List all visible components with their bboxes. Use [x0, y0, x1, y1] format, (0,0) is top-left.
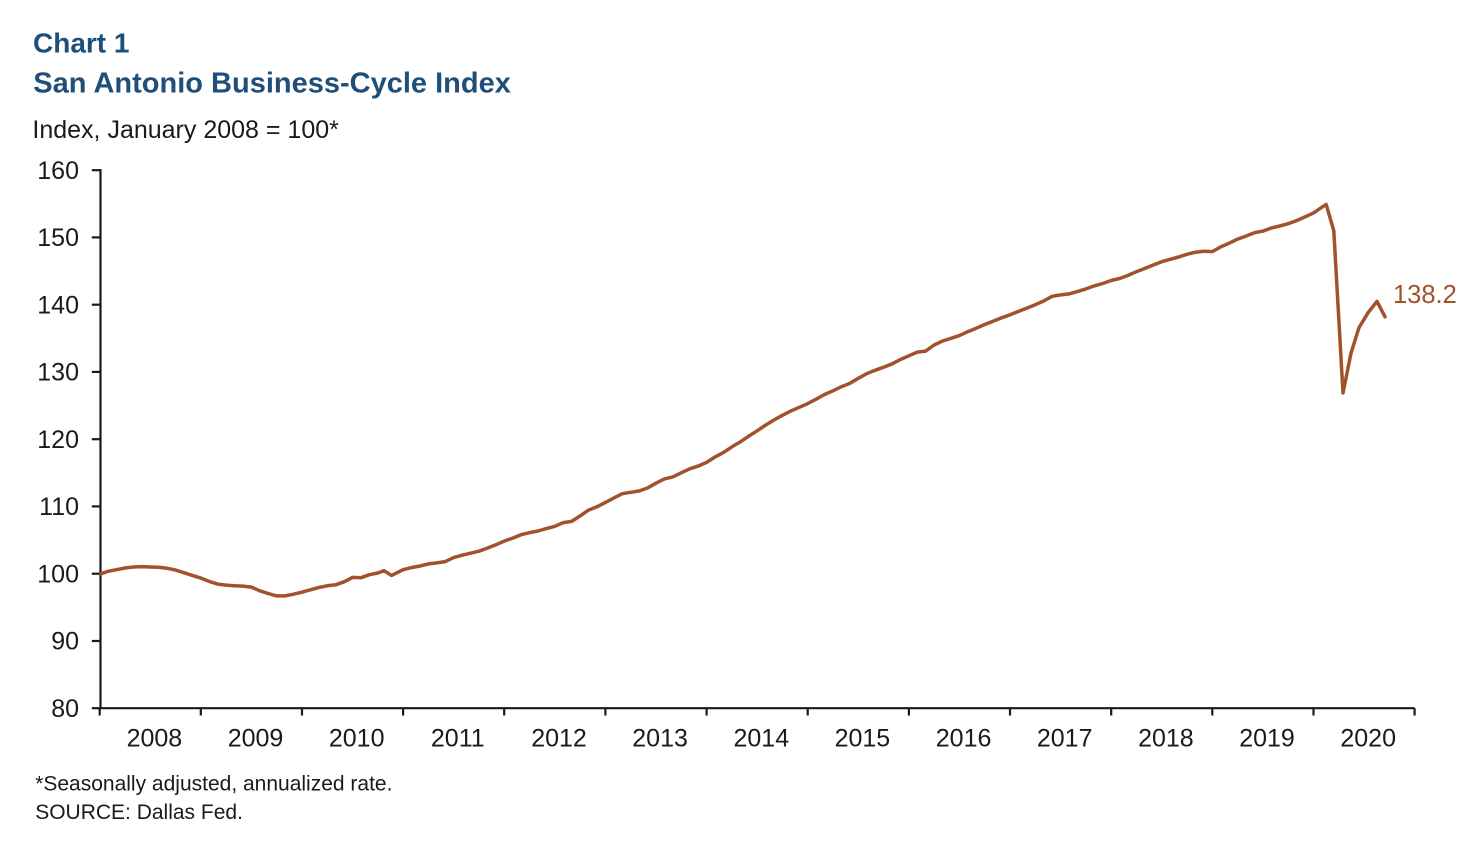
- svg-text:2013: 2013: [632, 725, 688, 753]
- svg-text:140: 140: [37, 291, 79, 319]
- svg-text:110: 110: [39, 493, 79, 521]
- svg-text:160: 160: [37, 157, 79, 185]
- svg-text:2019: 2019: [1239, 725, 1295, 753]
- svg-text:San Antonio Business-Cycle Ind: San Antonio Business-Cycle Index: [33, 67, 511, 99]
- svg-text:120: 120: [37, 426, 79, 454]
- svg-text:90: 90: [51, 628, 79, 656]
- svg-text:100: 100: [37, 561, 79, 589]
- svg-text:130: 130: [37, 359, 79, 387]
- svg-text:138.2: 138.2: [1393, 281, 1457, 309]
- svg-text:Chart 1: Chart 1: [33, 27, 129, 58]
- svg-text:2017: 2017: [1037, 725, 1093, 753]
- svg-text:Index, January 2008 = 100*: Index, January 2008 = 100*: [32, 116, 339, 144]
- svg-text:2015: 2015: [835, 725, 891, 753]
- svg-text:2016: 2016: [936, 725, 992, 753]
- svg-text:*Seasonally adjusted, annualiz: *Seasonally adjusted, annualized rate.: [35, 773, 392, 796]
- svg-text:2018: 2018: [1138, 725, 1194, 753]
- svg-text:2014: 2014: [733, 725, 789, 753]
- svg-text:150: 150: [37, 224, 79, 252]
- svg-text:2011: 2011: [431, 725, 485, 753]
- svg-text:2012: 2012: [531, 725, 587, 753]
- svg-text:2020: 2020: [1340, 725, 1396, 753]
- svg-text:80: 80: [51, 695, 79, 723]
- svg-text:2010: 2010: [329, 725, 385, 753]
- svg-text:SOURCE: Dallas Fed.: SOURCE: Dallas Fed.: [35, 801, 243, 824]
- svg-text:2009: 2009: [228, 725, 284, 753]
- svg-text:2008: 2008: [127, 725, 183, 753]
